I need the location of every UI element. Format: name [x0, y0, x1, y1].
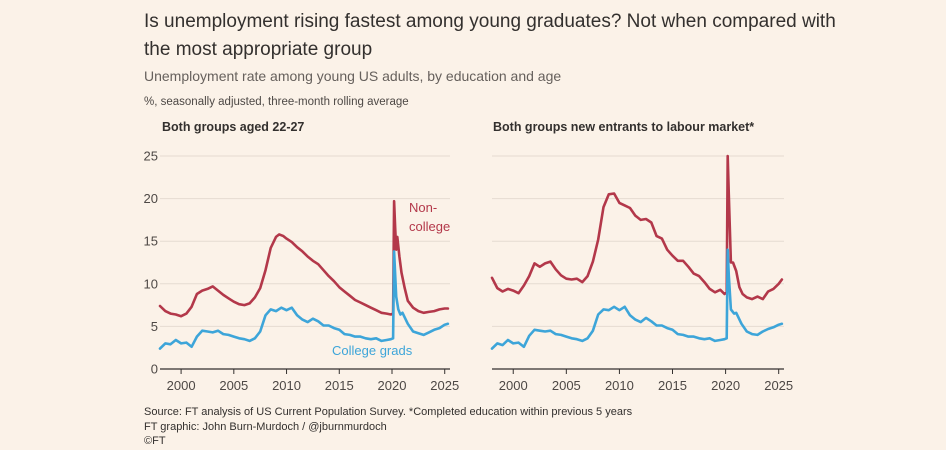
source-note: Source: FT analysis of US Current Popula…: [144, 406, 633, 418]
units-note: %, seasonally adjusted, three-month roll…: [144, 96, 409, 108]
y-tick-label: 15: [144, 234, 158, 249]
x-tick-label: 2025: [430, 378, 459, 393]
x-tick-label: 2010: [272, 378, 301, 393]
chart-title: Is unemployment rising fastest among you…: [144, 11, 836, 60]
series-line-college: [490, 248, 784, 350]
x-tick-label: 2010: [605, 378, 634, 393]
x-tick-label: 2020: [378, 378, 407, 393]
y-tick-label: 0: [151, 362, 158, 377]
y-tick-label: 5: [151, 319, 158, 334]
x-tick-label: 2020: [711, 378, 740, 393]
copyright: ©FT: [144, 435, 166, 447]
footer: Source: FT analysis of US Current Popula…: [144, 405, 632, 449]
x-tick-label: 2005: [219, 378, 248, 393]
series-line-college: [158, 250, 450, 350]
series-label-college: College grads: [332, 343, 413, 358]
series-line-non-college: [158, 199, 450, 318]
x-tick-label: 2025: [764, 378, 793, 393]
x-tick-label: 2000: [167, 378, 196, 393]
x-tick-label: 2015: [325, 378, 354, 393]
graphic-credit: FT graphic: John Burn-Murdoch / @jburnmu…: [144, 420, 387, 433]
y-tick-label: 10: [144, 276, 158, 291]
panel-right: Both groups new entrants to labour marke…: [490, 120, 793, 393]
panel-title: Both groups new entrants to labour marke…: [493, 120, 754, 134]
x-tick-label: 2015: [658, 378, 687, 393]
x-tick-label: 2000: [499, 378, 528, 393]
chart-subtitle: Unemployment rate among young US adults,…: [144, 68, 562, 84]
series-label-non-college: Non-: [409, 200, 437, 215]
y-tick-label: 20: [144, 191, 158, 206]
x-tick-label: 2005: [552, 378, 581, 393]
series-line-non-college: [490, 154, 784, 301]
y-tick-label: 25: [144, 149, 158, 164]
series-label-non-college: college: [409, 219, 450, 234]
panel-title: Both groups aged 22-27: [162, 120, 304, 134]
